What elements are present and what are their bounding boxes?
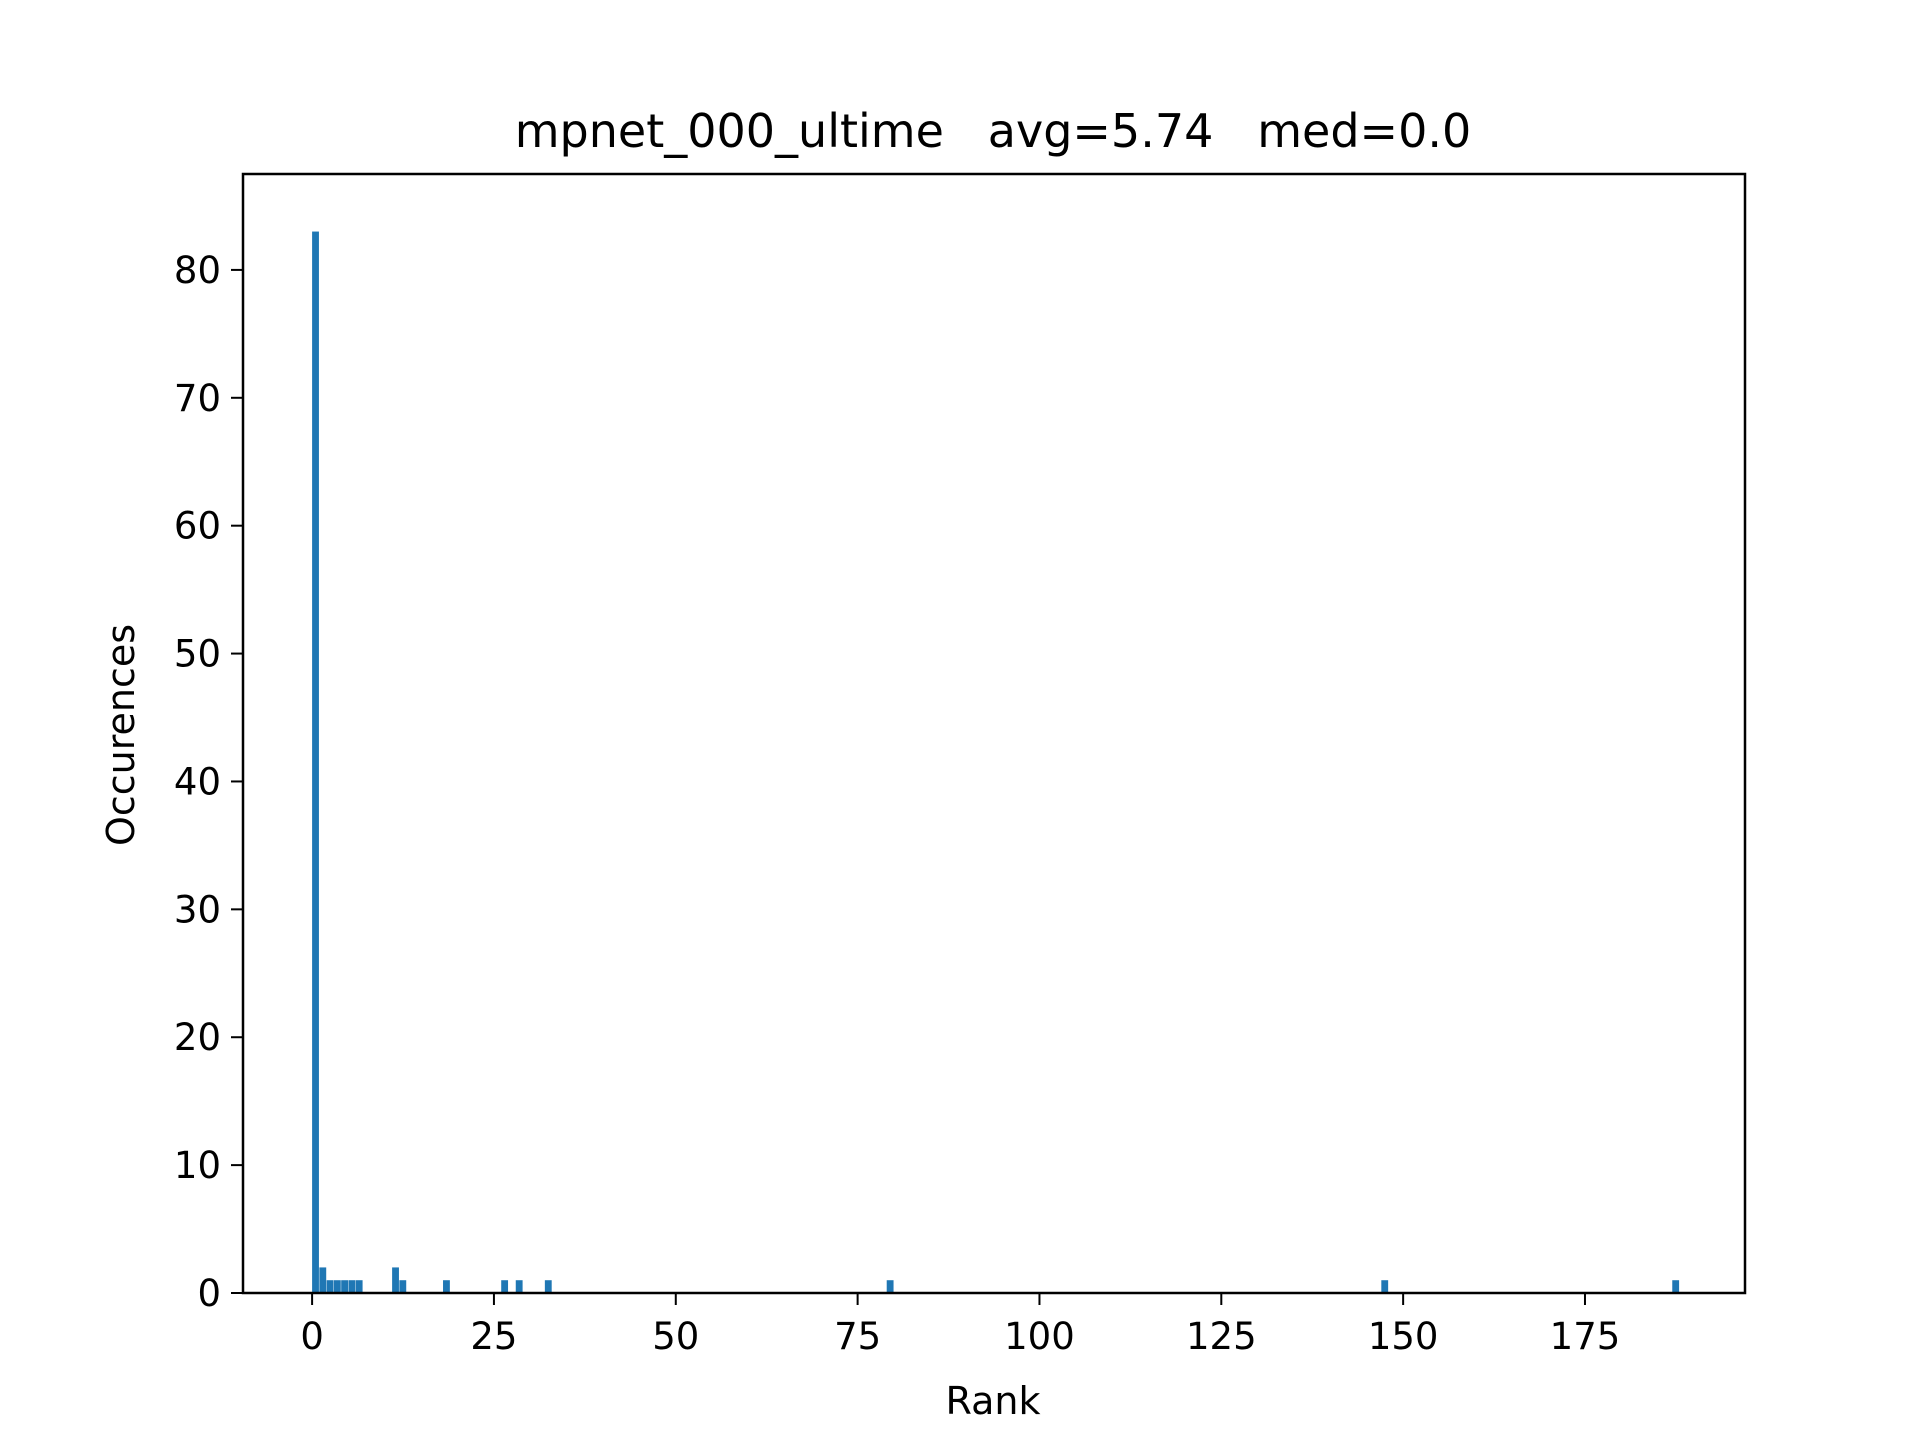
- y-tick-label-1: 10: [174, 1144, 221, 1187]
- histogram-bar-14: [1381, 1280, 1389, 1293]
- histogram-bar-4: [341, 1280, 349, 1293]
- bars-layer: [312, 231, 1680, 1293]
- histogram-bar-10: [501, 1280, 509, 1293]
- x-tick-label-2: 50: [652, 1315, 699, 1358]
- y-tick-label-2: 20: [174, 1016, 221, 1059]
- y-tick-label-0: 0: [197, 1272, 221, 1315]
- histogram-bar-12: [544, 1280, 552, 1293]
- y-axis-ticks: 0 10 20 30 40 50 60 70 80: [174, 249, 243, 1315]
- chart-title: mpnet_000_ultime avg=5.74 med=0.0: [515, 104, 1471, 158]
- x-tick-label-3: 75: [834, 1315, 881, 1358]
- y-tick-label-5: 50: [174, 633, 221, 676]
- histogram-bar-6: [355, 1280, 363, 1293]
- y-tick-label-7: 70: [174, 377, 221, 420]
- x-tick-label-4: 100: [1004, 1315, 1075, 1358]
- histogram-bar-8: [399, 1280, 407, 1293]
- x-axis-label: Rank: [946, 1379, 1041, 1423]
- histogram-bar-0: [312, 231, 319, 1293]
- x-tick-label-0: 0: [300, 1315, 324, 1358]
- histogram-bar-15: [1672, 1280, 1680, 1293]
- y-tick-label-3: 30: [174, 888, 221, 931]
- histogram-bar-1: [319, 1267, 327, 1293]
- histogram-bar-7: [392, 1267, 399, 1293]
- y-tick-label-8: 80: [174, 249, 221, 292]
- x-axis-ticks: 0 25 50 75 100 125 150 175: [300, 1293, 1620, 1358]
- x-tick-label-5: 125: [1186, 1315, 1257, 1358]
- x-tick-label-7: 175: [1550, 1315, 1621, 1358]
- histogram-bar-3: [333, 1280, 341, 1293]
- y-tick-label-6: 60: [174, 505, 221, 548]
- histogram-bar-2: [326, 1280, 334, 1293]
- y-tick-label-4: 40: [174, 760, 221, 803]
- y-axis-label: Occurences: [99, 624, 143, 846]
- histogram-bar-11: [515, 1280, 523, 1293]
- histogram-bar-9: [443, 1280, 450, 1293]
- x-tick-label-6: 150: [1368, 1315, 1439, 1358]
- histogram-bar-5: [348, 1280, 356, 1293]
- x-tick-label-1: 25: [470, 1315, 517, 1358]
- plot-frame: [241, 172, 1747, 1295]
- histogram-bar-13: [886, 1280, 894, 1293]
